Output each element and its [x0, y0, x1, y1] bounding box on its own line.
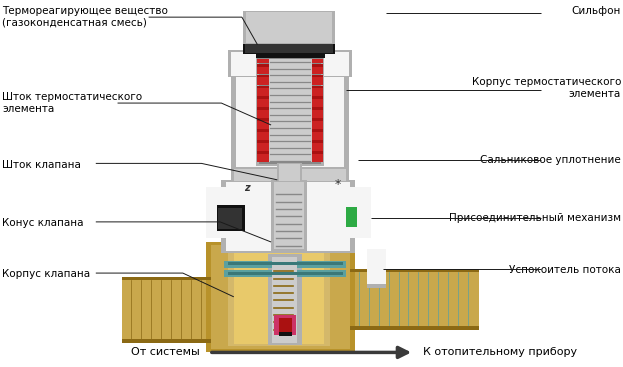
Text: *: *: [335, 178, 341, 191]
Bar: [231, 51, 349, 76]
Text: Сильфон: Сильфон: [572, 6, 621, 16]
Text: Успокоитель потока: Успокоитель потока: [509, 265, 621, 275]
Text: Сальниковое уплотнение: Сальниковое уплотнение: [480, 155, 621, 165]
Bar: [234, 253, 324, 344]
Bar: [227, 262, 343, 265]
Text: Шток клапана: Шток клапана: [2, 160, 81, 170]
Bar: [257, 55, 323, 63]
Bar: [257, 130, 323, 132]
Bar: [221, 180, 355, 253]
Bar: [255, 52, 325, 58]
Text: Термореагирующее вещество
(газоконденсатная смесь): Термореагирующее вещество (газоконденсат…: [2, 6, 168, 28]
Bar: [122, 339, 218, 342]
Bar: [257, 140, 323, 143]
Bar: [257, 132, 323, 139]
Bar: [268, 254, 302, 345]
Bar: [346, 207, 357, 228]
Bar: [243, 43, 335, 54]
Bar: [259, 57, 321, 164]
Bar: [272, 257, 297, 342]
Bar: [231, 52, 349, 169]
Bar: [122, 277, 218, 280]
Bar: [246, 12, 332, 43]
Bar: [255, 56, 324, 166]
Bar: [257, 151, 323, 154]
Bar: [343, 269, 479, 272]
Text: Присоединительный механизм: Присоединительный механизм: [449, 214, 621, 224]
Bar: [279, 164, 300, 181]
Text: z: z: [244, 183, 250, 193]
Bar: [227, 249, 330, 346]
Bar: [231, 167, 349, 182]
Bar: [269, 58, 312, 162]
Text: К отопительному прибору: К отопительному прибору: [424, 348, 578, 357]
Bar: [346, 187, 371, 238]
Bar: [279, 332, 292, 336]
Text: Конус клапана: Конус клапана: [2, 218, 83, 228]
Bar: [257, 110, 323, 118]
Bar: [368, 249, 386, 286]
Bar: [217, 206, 245, 231]
Bar: [274, 182, 304, 249]
Bar: [274, 315, 296, 335]
Bar: [226, 182, 350, 251]
Bar: [257, 77, 323, 85]
Bar: [257, 88, 323, 96]
Bar: [257, 75, 323, 77]
Bar: [257, 143, 323, 150]
Bar: [227, 50, 352, 77]
Bar: [257, 97, 323, 99]
Bar: [257, 119, 323, 121]
Bar: [271, 180, 307, 251]
Bar: [243, 11, 335, 44]
Bar: [227, 272, 343, 275]
Bar: [224, 270, 346, 277]
Bar: [257, 52, 323, 59]
Bar: [257, 108, 323, 110]
Bar: [257, 63, 323, 66]
Bar: [224, 261, 346, 268]
Bar: [257, 99, 323, 107]
Text: Корпус клапана: Корпус клапана: [2, 269, 90, 279]
Bar: [368, 284, 386, 288]
Bar: [234, 168, 346, 181]
Bar: [257, 86, 323, 88]
Bar: [279, 318, 292, 333]
Bar: [206, 187, 231, 238]
Bar: [122, 279, 218, 341]
Bar: [257, 154, 323, 161]
Bar: [343, 271, 479, 328]
Text: Шток термостатического
элемента: Шток термостатического элемента: [2, 92, 142, 114]
Bar: [257, 121, 323, 129]
Bar: [277, 163, 302, 182]
Bar: [206, 242, 355, 352]
Bar: [211, 245, 350, 349]
Text: От системы: От системы: [131, 348, 199, 357]
Bar: [218, 208, 242, 229]
Bar: [235, 53, 345, 167]
Bar: [245, 44, 333, 52]
Bar: [257, 66, 323, 74]
Bar: [343, 326, 479, 330]
Bar: [257, 52, 323, 55]
Text: Корпус термостатического
элемента: Корпус термостатического элемента: [472, 77, 621, 99]
